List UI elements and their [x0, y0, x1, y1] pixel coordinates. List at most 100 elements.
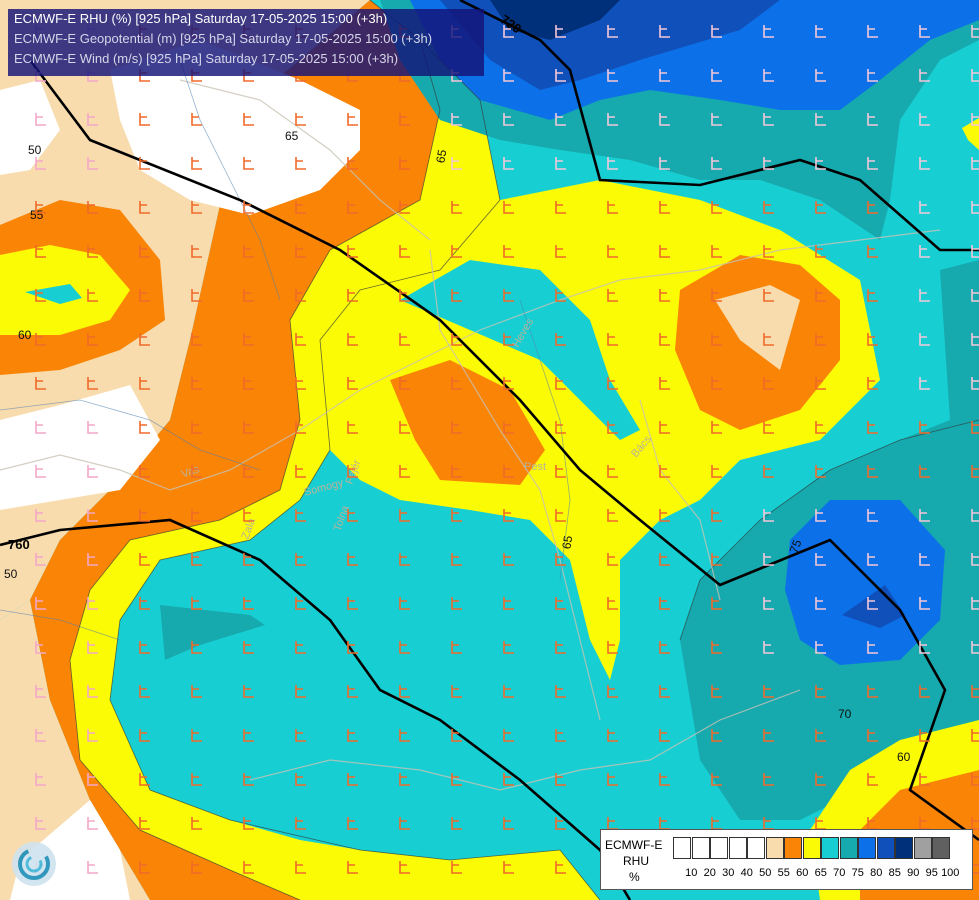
- legend-tick: 40: [740, 867, 753, 879]
- wind-barb: [451, 685, 462, 698]
- wind-barb: [763, 69, 774, 82]
- wind-barb: [35, 641, 46, 654]
- wind-barb: [191, 201, 202, 214]
- wind-barb: [607, 773, 618, 786]
- wind-barb: [87, 685, 98, 698]
- wind-barb: [451, 641, 462, 654]
- wind-barb: [867, 685, 878, 698]
- wind-barb: [815, 245, 826, 258]
- wind-barb: [919, 773, 930, 786]
- wind-barb: [763, 729, 774, 742]
- wind-barb: [399, 773, 410, 786]
- wind-barb: [451, 773, 462, 786]
- wind-barb: [451, 861, 462, 874]
- rh-50-patch-north: [110, 40, 360, 215]
- wind-barb: [87, 333, 98, 346]
- wind-barb: [763, 553, 774, 566]
- wind-barb: [87, 729, 98, 742]
- rh-65-patch-northeast: [962, 118, 979, 150]
- wind-barb: [607, 69, 618, 82]
- wind-barb: [399, 465, 410, 478]
- wind-barb: [347, 289, 358, 302]
- wind-barb: [919, 333, 930, 346]
- wind-barb: [919, 597, 930, 610]
- wind-barb: [867, 157, 878, 170]
- legend-tick: 65: [814, 867, 827, 879]
- wind-barb: [763, 509, 774, 522]
- wind-barb: [87, 773, 98, 786]
- wind-barb: [87, 421, 98, 434]
- legend-swatch: [913, 837, 932, 859]
- wind-barb: [139, 817, 150, 830]
- wind-barb: [503, 729, 514, 742]
- wind-barb: [919, 245, 930, 258]
- wind-barb: [399, 421, 410, 434]
- legend-swatch: [839, 837, 858, 859]
- wind-barb: [711, 201, 722, 214]
- wind-barb: [711, 289, 722, 302]
- wind-barb: [399, 729, 410, 742]
- wind-barb: [815, 773, 826, 786]
- wind-barb: [659, 245, 670, 258]
- wind-barb: [659, 289, 670, 302]
- wind-barb: [295, 861, 306, 874]
- wind-barb: [815, 113, 826, 126]
- contour-label: 75: [787, 537, 805, 555]
- wind-barb: [919, 729, 930, 742]
- wind-barb: [607, 25, 618, 38]
- wind-barb: [191, 421, 202, 434]
- wind-barb: [867, 289, 878, 302]
- wind-barb: [295, 157, 306, 170]
- contour-label: 65: [285, 129, 299, 143]
- wind-barb: [503, 685, 514, 698]
- wind-barb: [451, 377, 462, 390]
- rh-55-region-southwest: [0, 600, 150, 900]
- wind-barb: [815, 377, 826, 390]
- legend-swatch: [876, 837, 895, 859]
- legend-tick: 10: [685, 867, 698, 879]
- wind-barb: [815, 201, 826, 214]
- legend-swatch: [858, 837, 876, 859]
- wind-barb: [659, 69, 670, 82]
- map-title-box: ECMWF-E RHU (%) [925 hPa] Saturday 17-05…: [8, 9, 484, 76]
- wind-barb: [87, 553, 98, 566]
- wind-barb: [503, 377, 514, 390]
- wind-barb: [815, 289, 826, 302]
- wind-barb: [711, 25, 722, 38]
- rh-55-center-east: [715, 285, 800, 370]
- wind-barb: [763, 465, 774, 478]
- wind-barb: [347, 553, 358, 566]
- wind-barb: [399, 333, 410, 346]
- contour-label: 55: [30, 208, 44, 222]
- wind-barb: [555, 509, 566, 522]
- wind-barb: [35, 729, 46, 742]
- wind-barb: [919, 69, 930, 82]
- wind-barb: [347, 333, 358, 346]
- wind-barb: [919, 157, 930, 170]
- legend-swatch: [747, 837, 765, 859]
- wind-barb: [867, 113, 878, 126]
- wind-barb: [295, 817, 306, 830]
- wind-barb: [243, 817, 254, 830]
- wind-barb: [607, 333, 618, 346]
- rh-50-patch-west: [0, 385, 160, 510]
- wind-barb: [607, 113, 618, 126]
- wind-barb: [763, 377, 774, 390]
- wind-barb: [191, 861, 202, 874]
- wind-barb: [503, 861, 514, 874]
- wind-barb: [191, 641, 202, 654]
- wind-barb: [815, 509, 826, 522]
- wind-barb: [659, 509, 670, 522]
- swirl-icon: [18, 848, 50, 880]
- legend-swatch: [784, 837, 802, 859]
- contour-label: 50: [4, 567, 18, 581]
- wind-barb: [919, 421, 930, 434]
- wind-barb: [139, 377, 150, 390]
- rh-60-patch-central: [390, 360, 545, 485]
- wind-barb: [763, 685, 774, 698]
- wind-barb: [607, 729, 618, 742]
- wind-barb: [399, 509, 410, 522]
- wind-barb: [919, 685, 930, 698]
- contour-label: 60: [18, 328, 32, 342]
